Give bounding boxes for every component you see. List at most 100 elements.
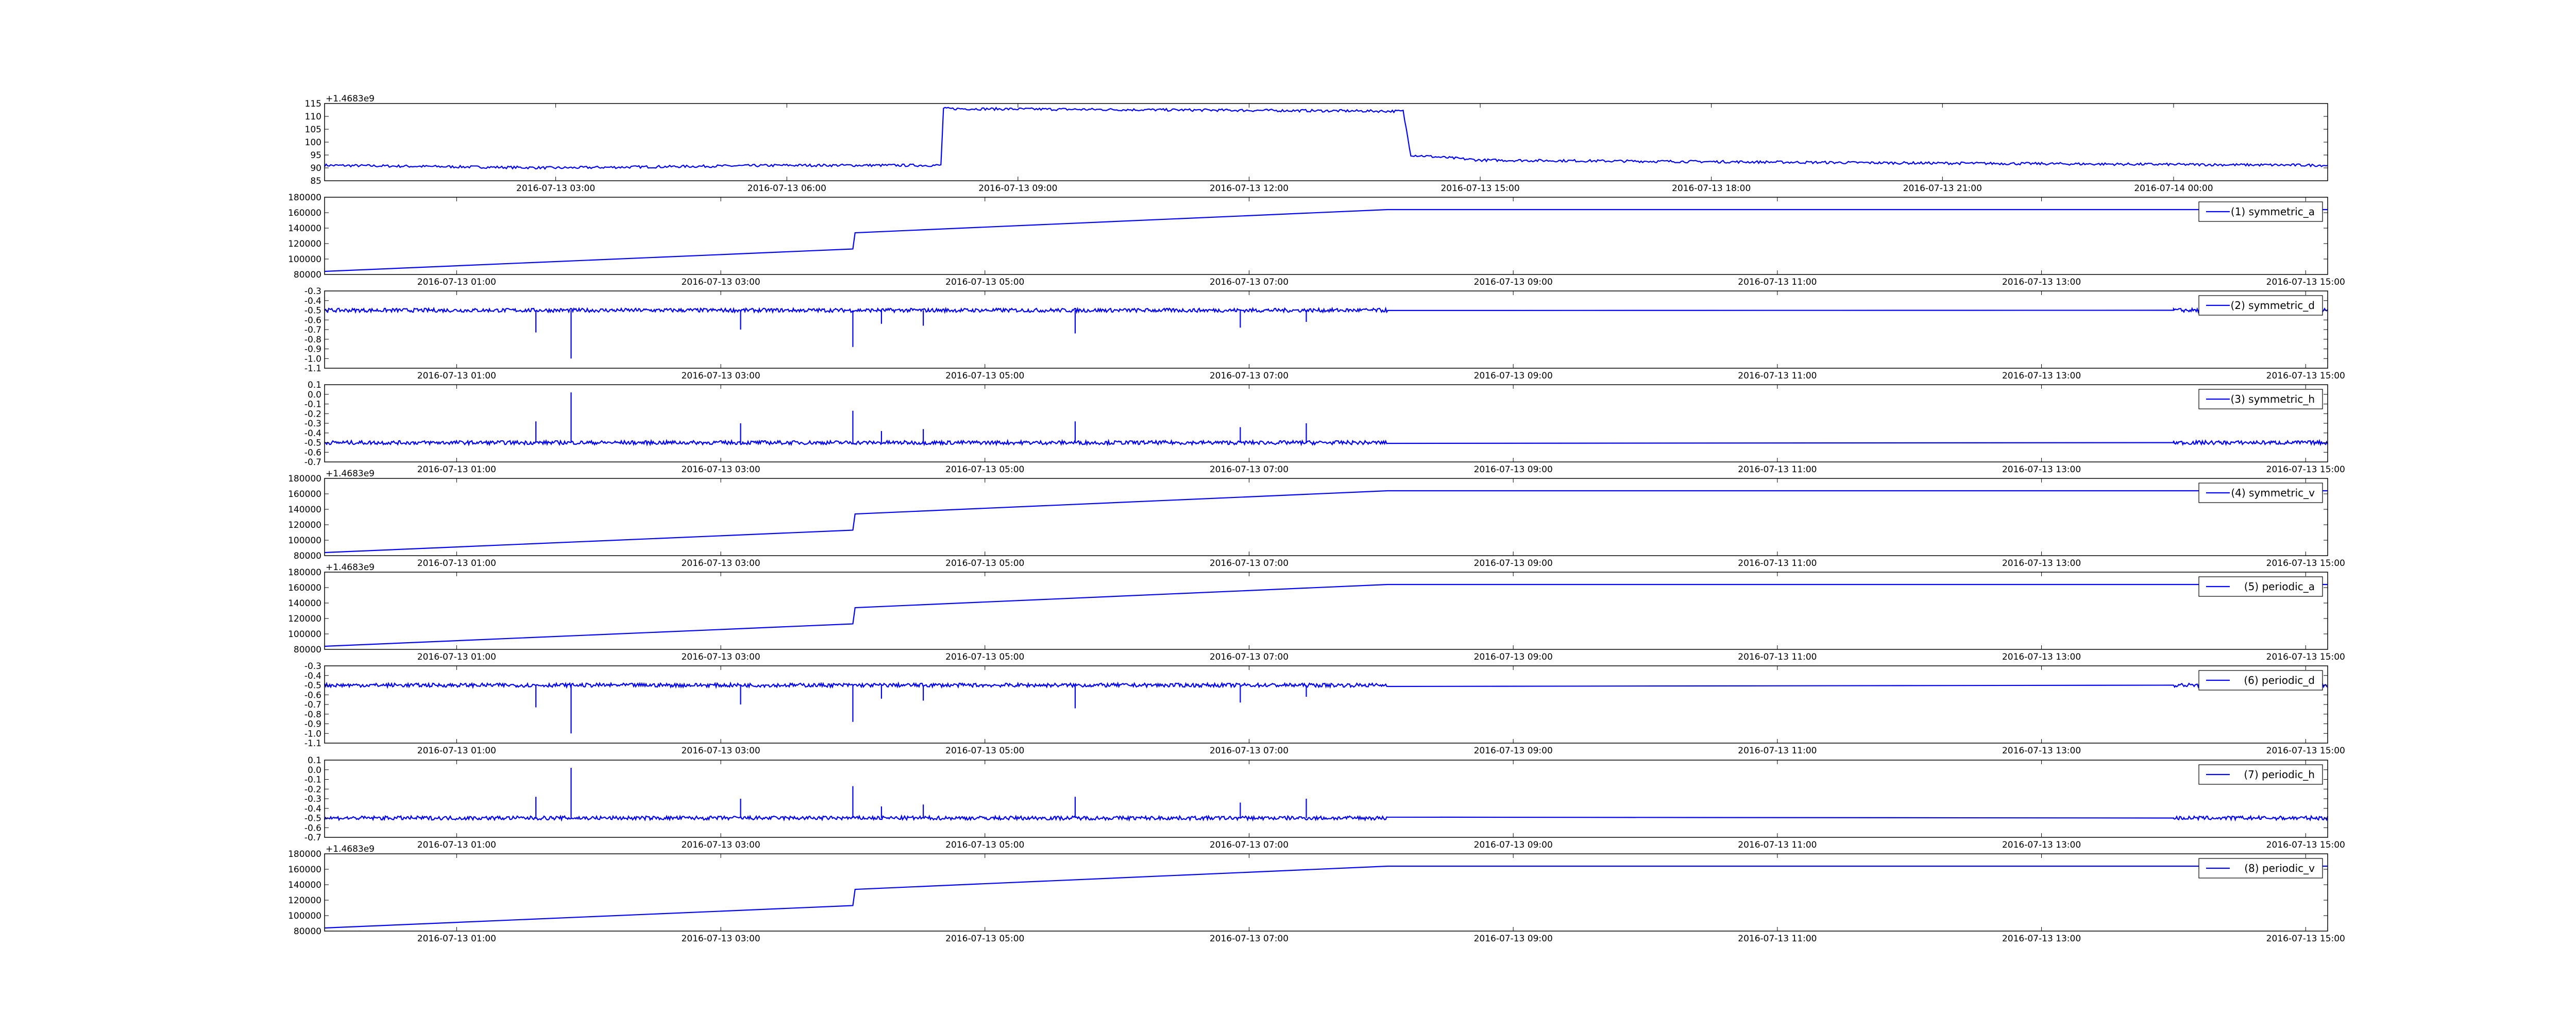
- x-tick-label: 2016-07-13 09:00: [1474, 652, 1553, 662]
- x-tick-label: 2016-07-13 11:00: [1738, 652, 1817, 662]
- y-tick-label: -0.4: [304, 296, 321, 306]
- axis-offset-text: +1.4683e9: [326, 94, 375, 104]
- y-tick-label: -0.3: [304, 794, 321, 804]
- axis-offset-text: +1.4683e9: [326, 469, 375, 479]
- y-tick-label: -0.7: [304, 457, 321, 468]
- x-tick-label: 2016-07-13 05:00: [945, 840, 1024, 850]
- y-tick-label: -0.8: [304, 335, 321, 345]
- y-tick-label: -0.9: [304, 345, 321, 355]
- axis-offset-text: +1.4683e9: [326, 562, 375, 573]
- y-tick-label: 120000: [288, 239, 321, 249]
- y-tick-label: 80000: [294, 270, 321, 280]
- y-tick-label: -1.1: [304, 364, 321, 374]
- legend-label: (3) symmetric_h: [2230, 393, 2315, 405]
- legend-label: (8) periodic_v: [2244, 862, 2315, 874]
- x-tick-label: 2016-07-13 01:00: [417, 371, 496, 381]
- x-tick-label: 2016-07-13 15:00: [1440, 183, 1519, 194]
- x-tick-label: 2016-07-13 13:00: [2002, 465, 2081, 475]
- y-tick-label: 0.1: [308, 755, 321, 766]
- y-tick-label: -0.4: [304, 804, 321, 814]
- x-tick-label: 2016-07-13 11:00: [1738, 465, 1817, 475]
- axes-frame-3: [324, 290, 2328, 369]
- x-tick-label: 2016-07-13 13:00: [2002, 652, 2081, 662]
- y-tick-label: -0.1: [304, 400, 321, 410]
- y-tick-label: 0.0: [308, 765, 321, 776]
- x-tick-label: 2016-07-13 03:00: [681, 277, 760, 287]
- x-tick-label: 2016-07-13 05:00: [945, 558, 1024, 569]
- y-tick-label: -0.5: [304, 438, 321, 449]
- x-tick-label: 2016-07-13 07:00: [1210, 465, 1289, 475]
- y-tick-label: -0.3: [304, 419, 321, 429]
- x-tick-label: 2016-07-13 07:00: [1210, 371, 1289, 381]
- x-tick-label: 2016-07-13 11:00: [1738, 746, 1817, 756]
- legend-label: (5) periodic_a: [2244, 580, 2315, 593]
- y-tick-label: -0.2: [304, 784, 321, 795]
- y-tick-label: 80000: [294, 551, 321, 561]
- y-tick-label: -0.4: [304, 671, 321, 681]
- x-tick-label: 2016-07-13 03:00: [681, 558, 760, 569]
- x-tick-label: 2016-07-13 13:00: [2002, 371, 2081, 381]
- axes-frame-8: [324, 760, 2328, 838]
- y-tick-label: 160000: [288, 208, 321, 218]
- y-tick-label: -0.3: [304, 661, 321, 672]
- x-tick-label: 2016-07-13 03:00: [681, 840, 760, 850]
- x-tick-label: 2016-07-13 07:00: [1210, 277, 1289, 287]
- x-tick-label: 2016-07-13 09:00: [1474, 558, 1553, 569]
- y-tick-label: 100000: [288, 254, 321, 265]
- x-tick-label: 2016-07-13 15:00: [2266, 465, 2345, 475]
- y-tick-label: 160000: [288, 489, 321, 500]
- x-tick-label: 2016-07-13 09:00: [1474, 934, 1553, 944]
- y-tick-label: -1.0: [304, 729, 321, 739]
- y-tick-label: -0.7: [304, 700, 321, 710]
- x-tick-label: 2016-07-13 15:00: [2266, 934, 2345, 944]
- y-tick-label: 85: [310, 176, 321, 186]
- x-tick-label: 2016-07-13 03:00: [681, 465, 760, 475]
- y-tick-label: -0.9: [304, 719, 321, 730]
- x-tick-label: 2016-07-13 01:00: [417, 465, 496, 475]
- y-tick-label: 100: [305, 137, 321, 148]
- y-tick-label: -0.3: [304, 286, 321, 297]
- y-tick-label: 100000: [288, 536, 321, 546]
- series-line-5: [324, 490, 2328, 554]
- x-tick-label: 2016-07-13 12:00: [1210, 183, 1289, 194]
- y-tick-label: 95: [310, 150, 321, 161]
- x-tick-label: 2016-07-13 13:00: [2002, 558, 2081, 569]
- y-tick-label: 140000: [288, 598, 321, 609]
- series-line-1: [324, 107, 2328, 170]
- legend-label: (6) periodic_d: [2244, 674, 2315, 686]
- y-tick-label: 80000: [294, 645, 321, 655]
- y-tick-label: 140000: [288, 223, 321, 234]
- x-tick-label: 2016-07-13 07:00: [1210, 558, 1289, 569]
- legend-label: (7) periodic_h: [2244, 768, 2315, 781]
- axes-frame-5: [324, 478, 2328, 556]
- x-tick-label: 2016-07-13 15:00: [2266, 277, 2345, 287]
- axis-offset-text: +1.4683e9: [326, 844, 375, 854]
- x-tick-label: 2016-07-13 01:00: [417, 277, 496, 287]
- y-tick-label: 180000: [288, 849, 321, 859]
- series-line-2: [324, 209, 2328, 272]
- x-tick-label: 2016-07-14 00:00: [2134, 183, 2213, 194]
- legend-label: (1) symmetric_a: [2231, 205, 2315, 218]
- y-tick-label: -0.4: [304, 428, 321, 439]
- series-line-9: [324, 865, 2328, 929]
- y-tick-label: -0.7: [304, 833, 321, 843]
- y-tick-label: -0.5: [304, 814, 321, 824]
- y-tick-label: 100000: [288, 629, 321, 640]
- y-tick-label: 110: [305, 112, 321, 122]
- axes-frame-6: [324, 572, 2328, 650]
- x-tick-label: 2016-07-13 07:00: [1210, 934, 1289, 944]
- y-tick-label: -1.1: [304, 738, 321, 749]
- x-tick-label: 2016-07-13 18:00: [1672, 183, 1751, 194]
- x-tick-label: 2016-07-13 13:00: [2002, 746, 2081, 756]
- x-tick-label: 2016-07-13 09:00: [1474, 371, 1553, 381]
- x-tick-label: 2016-07-13 09:00: [978, 183, 1057, 194]
- x-tick-label: 2016-07-13 01:00: [417, 746, 496, 756]
- axes-frame-4: [324, 384, 2328, 462]
- y-tick-label: 80000: [294, 926, 321, 937]
- x-tick-label: 2016-07-13 03:00: [681, 371, 760, 381]
- x-tick-label: 2016-07-13 11:00: [1738, 840, 1817, 850]
- y-tick-label: 140000: [288, 505, 321, 515]
- x-tick-label: 2016-07-13 07:00: [1210, 652, 1289, 662]
- x-tick-label: 2016-07-13 09:00: [1474, 746, 1553, 756]
